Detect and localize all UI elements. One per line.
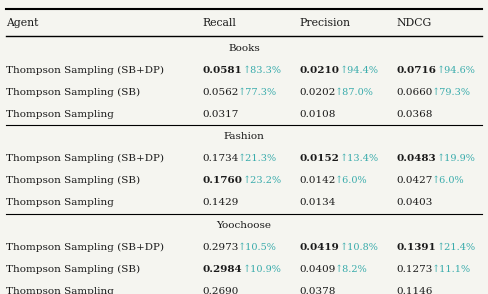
Text: 0.0403: 0.0403 [397, 198, 433, 207]
Text: ↑10.8%: ↑10.8% [340, 243, 378, 252]
Text: Books: Books [228, 44, 260, 53]
Text: 0.1391: 0.1391 [397, 243, 436, 252]
Text: 0.0660: 0.0660 [397, 88, 433, 96]
Text: 0.1760: 0.1760 [203, 176, 243, 185]
Text: Thompson Sampling (SB): Thompson Sampling (SB) [6, 265, 141, 274]
Text: 0.0427: 0.0427 [397, 176, 433, 185]
Text: Thompson Sampling: Thompson Sampling [6, 198, 114, 207]
Text: 0.2984: 0.2984 [203, 265, 243, 274]
Text: 0.0152: 0.0152 [300, 154, 340, 163]
Text: Thompson Sampling (SB+DP): Thompson Sampling (SB+DP) [6, 154, 164, 163]
Text: Thompson Sampling (SB): Thompson Sampling (SB) [6, 87, 141, 97]
Text: ↑94.4%: ↑94.4% [340, 66, 379, 75]
Text: 0.0134: 0.0134 [300, 198, 336, 207]
Text: ↑79.3%: ↑79.3% [432, 88, 471, 96]
Text: ↑77.3%: ↑77.3% [238, 88, 277, 96]
Text: 0.1429: 0.1429 [203, 198, 239, 207]
Text: 0.2690: 0.2690 [203, 287, 239, 294]
Text: Thompson Sampling: Thompson Sampling [6, 110, 114, 118]
Text: Thompson Sampling: Thompson Sampling [6, 287, 114, 294]
Text: ↑21.4%: ↑21.4% [436, 243, 476, 252]
Text: 0.0368: 0.0368 [397, 110, 433, 118]
Text: ↑10.5%: ↑10.5% [238, 243, 277, 252]
Text: ↑87.0%: ↑87.0% [335, 88, 374, 96]
Text: Fashion: Fashion [224, 132, 264, 141]
Text: 0.0483: 0.0483 [397, 154, 436, 163]
Text: 0.0202: 0.0202 [300, 88, 336, 96]
Text: NDCG: NDCG [397, 19, 432, 29]
Text: 0.0378: 0.0378 [300, 287, 336, 294]
Text: ↑11.1%: ↑11.1% [432, 265, 471, 274]
Text: ↑23.2%: ↑23.2% [243, 176, 282, 185]
Text: Agent: Agent [6, 19, 39, 29]
Text: ↑6.0%: ↑6.0% [432, 176, 465, 185]
Text: ↑94.6%: ↑94.6% [436, 66, 475, 75]
Text: Precision: Precision [300, 19, 351, 29]
Text: Recall: Recall [203, 19, 237, 29]
Text: 0.0409: 0.0409 [300, 265, 336, 274]
Text: 0.1273: 0.1273 [397, 265, 433, 274]
Text: Thompson Sampling (SB+DP): Thompson Sampling (SB+DP) [6, 243, 164, 252]
Text: 0.0716: 0.0716 [397, 66, 437, 75]
Text: 0.0419: 0.0419 [300, 243, 340, 252]
Text: Thompson Sampling (SB): Thompson Sampling (SB) [6, 176, 141, 185]
Text: 0.0317: 0.0317 [203, 110, 239, 118]
Text: ↑6.0%: ↑6.0% [335, 176, 368, 185]
Text: 0.0562: 0.0562 [203, 88, 239, 96]
Text: 0.0210: 0.0210 [300, 66, 340, 75]
Text: ↑83.3%: ↑83.3% [243, 66, 282, 75]
Text: Thompson Sampling (SB+DP): Thompson Sampling (SB+DP) [6, 66, 164, 75]
Text: 0.1146: 0.1146 [397, 287, 433, 294]
Text: 0.0142: 0.0142 [300, 176, 336, 185]
Text: 0.0581: 0.0581 [203, 66, 243, 75]
Text: ↑21.3%: ↑21.3% [238, 154, 277, 163]
Text: 0.1734: 0.1734 [203, 154, 239, 163]
Text: ↑19.9%: ↑19.9% [436, 154, 475, 163]
Text: 0.2973: 0.2973 [203, 243, 239, 252]
Text: Yoochoose: Yoochoose [216, 221, 271, 230]
Text: ↑8.2%: ↑8.2% [335, 265, 368, 274]
Text: ↑13.4%: ↑13.4% [340, 154, 379, 163]
Text: ↑10.9%: ↑10.9% [243, 265, 282, 274]
Text: 0.0108: 0.0108 [300, 110, 336, 118]
